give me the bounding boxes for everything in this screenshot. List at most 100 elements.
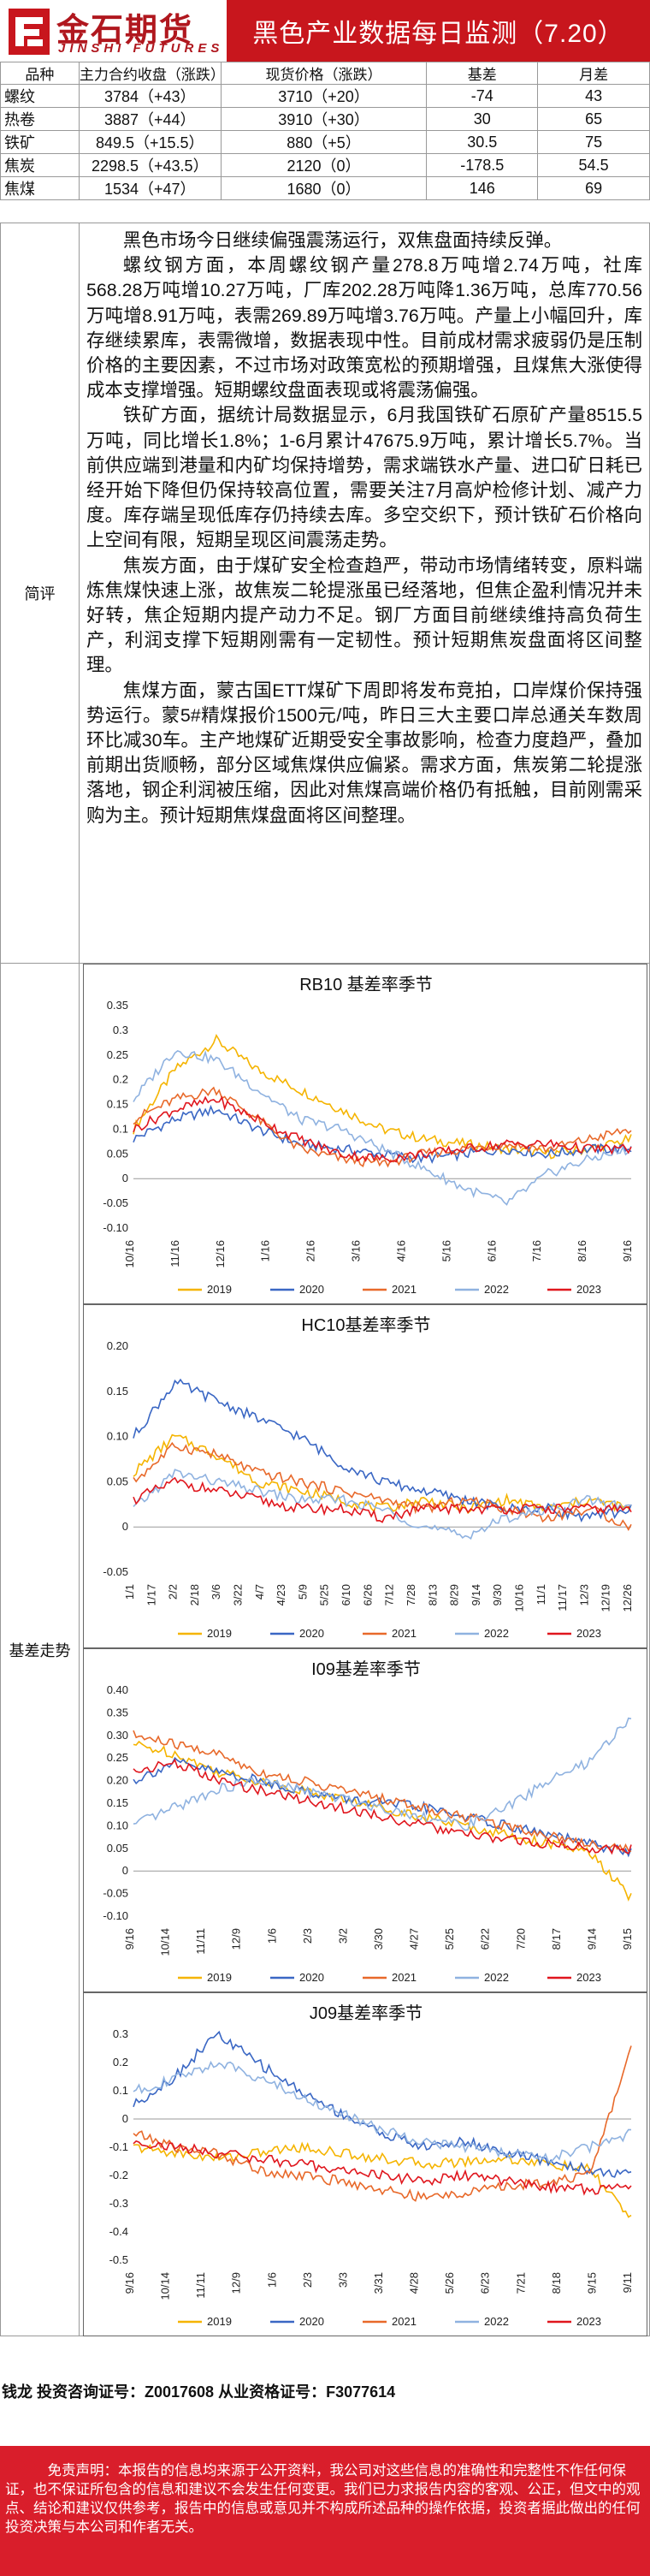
legend-label-2019: 2019 bbox=[207, 1627, 232, 1640]
commentary-paragraph: 铁矿方面，据统计局数据显示，6月我国铁矿石原矿产量8515.5万吨，同比增长1.… bbox=[86, 405, 642, 551]
chart-i09: I09基差率季节 0.40 0.35 0.30 0.25 0.20 0.15 0.10 0.05… bbox=[83, 1648, 647, 1992]
x-tick-label: 2/18 bbox=[188, 1584, 201, 1606]
spot-price-cell: 3910（+30） bbox=[220, 107, 428, 131]
y-tick-label: 0.15 bbox=[107, 1098, 128, 1111]
legend-label-2019: 2019 bbox=[207, 1283, 232, 1296]
legend-label-2021: 2021 bbox=[392, 1627, 417, 1640]
x-tick-label: 9/11 bbox=[621, 2272, 634, 2293]
commentary-body: 黑色市场今日继续偏强震荡运行，双焦盘面持续反弹。 螺纹钢方面，本周螺纹钢产量27… bbox=[80, 223, 649, 963]
futures-close-cell: 3784（+43） bbox=[78, 84, 222, 108]
legend-label-2022: 2022 bbox=[484, 2315, 509, 2328]
x-tick-label: 10/16 bbox=[123, 1240, 136, 1268]
legend-label-2022: 2022 bbox=[484, 1627, 509, 1640]
x-tick-label: 8/29 bbox=[448, 1584, 461, 1606]
x-tick-label: 2/2 bbox=[167, 1584, 180, 1600]
x-tick-label: 5/9 bbox=[296, 1584, 309, 1600]
x-tick-label: 4/16 bbox=[394, 1240, 407, 1261]
y-tick-label: 0 bbox=[122, 1172, 128, 1184]
x-tick-label: 2/3 bbox=[301, 1928, 314, 1944]
y-tick-label: 0.20 bbox=[107, 1339, 128, 1352]
x-tick-label: 12/9 bbox=[230, 1928, 243, 1950]
y-tick-label: -0.05 bbox=[103, 1196, 128, 1209]
basis-cell: 146 bbox=[426, 176, 539, 200]
y-tick-label: -0.3 bbox=[109, 2197, 128, 2210]
legend-label-2020: 2020 bbox=[299, 2315, 324, 2328]
company-logo: 金石期货 JINSHI FUTURES bbox=[0, 0, 227, 62]
month-spread-cell: 75 bbox=[537, 130, 650, 154]
x-tick-label: 11/17 bbox=[556, 1584, 569, 1611]
variety-cell: 热卷 bbox=[0, 107, 80, 131]
x-tick-label: 9/14 bbox=[585, 1928, 598, 1950]
legend-label-2023: 2023 bbox=[576, 1283, 601, 1296]
series-line-2020 bbox=[133, 1104, 632, 1165]
x-tick-label: 12/9 bbox=[230, 2272, 243, 2294]
series-line-2022 bbox=[133, 1469, 632, 1540]
y-tick-label: -0.10 bbox=[103, 1221, 128, 1234]
y-tick-label: 0.25 bbox=[107, 1751, 128, 1764]
chart-j09: J09基差率季节 0.3 0.2 0.1 0 -0.1 -0.2 -0.3 -0.4 -0.5 9/… bbox=[83, 1992, 647, 2336]
x-tick-label: 8/18 bbox=[550, 2272, 563, 2294]
x-tick-label: 9/16 bbox=[123, 2272, 136, 2294]
x-tick-label: 1/1 bbox=[123, 1584, 136, 1600]
x-tick-label: 4/23 bbox=[275, 1584, 287, 1606]
x-tick-label: 3/16 bbox=[350, 1240, 363, 1261]
series-line-2020 bbox=[133, 1756, 632, 1858]
i09-basis-chart: I09基差率季节 0.40 0.35 0.30 0.25 0.20 0.15 0.10 0.05… bbox=[103, 1659, 634, 1984]
y-tick-label: 0.1 bbox=[113, 2084, 128, 2097]
y-tick-label: 0.2 bbox=[113, 2056, 128, 2069]
jinshi-logo-icon bbox=[9, 9, 50, 55]
legend-label-2022: 2022 bbox=[484, 1971, 509, 1984]
charts-label: 基差走势 bbox=[1, 964, 80, 2336]
x-tick-label: 11/16 bbox=[168, 1240, 181, 1267]
month-spread-cell: 65 bbox=[537, 107, 650, 131]
series-line-2019 bbox=[133, 1433, 632, 1515]
x-tick-label: 1/6 bbox=[265, 1928, 278, 1944]
futures-close-cell: 2298.5（+43.5） bbox=[78, 153, 222, 177]
x-tick-label: 4/27 bbox=[408, 1928, 421, 1950]
series-line-2019 bbox=[133, 1033, 632, 1160]
x-tick-label: 3/3 bbox=[336, 2272, 349, 2288]
legend-label-2020: 2020 bbox=[299, 1627, 324, 1640]
legend-label-2023: 2023 bbox=[576, 2315, 601, 2328]
chart-title: RB10 基差率季节 bbox=[299, 975, 433, 994]
logo-text-en: JINSHI FUTURES bbox=[58, 41, 224, 56]
disclaimer-box: 免责声明：本报告的信息均来源于公开资料，我公司对这些信息的准确性和完整性不作任何… bbox=[0, 2446, 650, 2576]
y-tick-label: 0 bbox=[122, 1864, 128, 1877]
x-tick-label: 9/16 bbox=[621, 1240, 634, 1261]
x-tick-label: 10/16 bbox=[512, 1584, 525, 1612]
month-spread-cell: 43 bbox=[537, 84, 650, 108]
y-tick-label: 0.40 bbox=[107, 1683, 128, 1696]
x-tick-label: 1/6 bbox=[265, 2272, 278, 2288]
price-table: 品种 主力合约收盘（涨跌） 现货价格（涨跌） 基差 月差 螺纹 3784（+43… bbox=[0, 62, 650, 200]
legend-label-2021: 2021 bbox=[392, 1971, 417, 1984]
x-tick-label: 2/16 bbox=[304, 1240, 317, 1261]
spot-price-cell: 3710（+20） bbox=[220, 84, 428, 108]
x-tick-label: 7/20 bbox=[514, 1928, 527, 1950]
y-tick-label: 0.20 bbox=[107, 1774, 128, 1787]
y-tick-label: 0.25 bbox=[107, 1048, 128, 1061]
x-tick-label: 6/26 bbox=[361, 1584, 374, 1606]
table-header-row: 品种 主力合约收盘（涨跌） 现货价格（涨跌） 基差 月差 bbox=[0, 62, 650, 85]
spot-price-cell: 1680（0） bbox=[220, 176, 428, 200]
series-line-2023 bbox=[133, 1095, 632, 1163]
y-tick-label: 0.05 bbox=[107, 1475, 128, 1487]
table-row: 焦炭 2298.5（+43.5） 2120（0） -178.5 54.5 bbox=[0, 153, 650, 177]
x-tick-label: 3/22 bbox=[232, 1584, 245, 1606]
legend-label-2019: 2019 bbox=[207, 2315, 232, 2328]
y-tick-label: -0.4 bbox=[109, 2225, 128, 2238]
series-line-2021 bbox=[133, 1730, 632, 1853]
x-tick-label: 5/25 bbox=[318, 1584, 331, 1606]
col-header-variety: 品种 bbox=[0, 62, 80, 85]
series-line-2021 bbox=[133, 2045, 632, 2202]
legend-label-2022: 2022 bbox=[484, 1283, 509, 1296]
commentary-paragraph: 焦炭方面，由于煤矿安全检查趋严，带动市场情绪转变，原料端炼焦煤快速上涨，故焦炭二… bbox=[86, 555, 642, 676]
hc10-basis-chart: HC10基差率季节 0.20 0.15 0.10 0.05 0 -0.05 1/1 1/17 2/… bbox=[103, 1315, 634, 1640]
y-tick-label: 0.10 bbox=[107, 1819, 128, 1831]
rb10-basis-chart: RB10 基差率季节 0.35 0.3 0.25 0.2 0.15 0.1 0.05 0 -0.0… bbox=[103, 975, 634, 1296]
x-tick-label: 12/16 bbox=[214, 1240, 227, 1268]
y-tick-label: 0.10 bbox=[107, 1430, 128, 1443]
variety-cell: 铁矿 bbox=[0, 130, 80, 154]
y-tick-label: 0.15 bbox=[107, 1385, 128, 1398]
x-tick-label: 11/1 bbox=[535, 1584, 547, 1605]
month-spread-cell: 69 bbox=[537, 176, 650, 200]
